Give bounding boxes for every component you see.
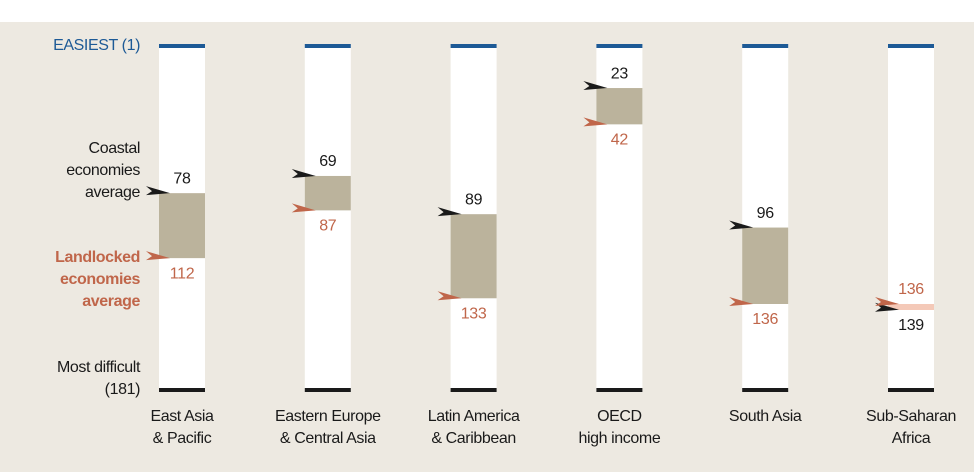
arrow-marker: [291, 203, 316, 213]
arrow-marker: [729, 297, 754, 306]
range-band: [159, 193, 205, 259]
value-label: 139: [898, 317, 924, 334]
column: [742, 46, 789, 390]
value-label: 136: [898, 281, 924, 298]
x-tick-label: South Asia: [728, 408, 802, 425]
column: [888, 46, 934, 390]
value-label: 136: [752, 311, 778, 328]
y-tick-label: EASIEST (1): [53, 37, 140, 54]
range-band: [450, 214, 497, 299]
range-band: [596, 88, 643, 125]
x-tick-label: East Asia & Pacific: [150, 408, 214, 447]
value-label: 69: [319, 153, 337, 170]
value-label: 89: [465, 191, 483, 208]
legend-label: Landlocked economies average: [55, 249, 140, 311]
y-tick-label: Most difficult (181): [56, 359, 140, 398]
arrow-marker: [437, 207, 462, 217]
legend-label: Coastal economies average: [66, 140, 140, 202]
column: [304, 46, 351, 390]
value-label: 133: [461, 305, 487, 322]
x-tick-label: Latin America & Caribbean: [427, 408, 520, 447]
range-band: [888, 304, 934, 310]
arrow-marker: [875, 297, 899, 306]
value-label: 42: [611, 132, 629, 149]
range-band: [742, 227, 789, 304]
arrow-marker: [583, 81, 608, 91]
arrow-marker: [291, 168, 316, 178]
arrow-marker: [146, 186, 170, 196]
x-tick-label: Eastern Europe & Central Asia: [275, 408, 381, 447]
arrow-marker: [146, 251, 170, 261]
value-label: 112: [170, 265, 195, 282]
arrow-marker: [437, 291, 462, 301]
value-label: 78: [173, 170, 191, 187]
range-band: [304, 175, 351, 211]
value-label: 96: [757, 205, 775, 222]
value-label: 23: [611, 65, 629, 82]
x-tick-label: Sub-Saharan Africa: [866, 408, 956, 447]
x-tick-label: OECD high income: [578, 408, 661, 447]
value-label: 87: [319, 218, 337, 235]
arrow-marker: [583, 117, 608, 127]
arrow-marker: [729, 220, 754, 230]
